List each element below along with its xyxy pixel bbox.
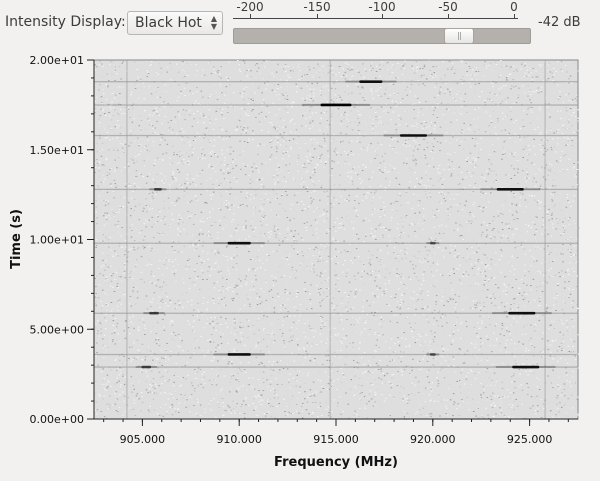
background-row-line — [94, 188, 578, 191]
signal-mark — [496, 188, 524, 191]
slider-scale-tick — [514, 14, 515, 19]
slider-tick-label: -200 — [236, 0, 264, 14]
x-tick-label: 910.000 — [216, 433, 262, 446]
y-tick-label: 1.50e+01 — [30, 144, 84, 157]
x-axis-title: Frequency (MHz) — [274, 455, 398, 470]
y-tick-label: 0.00e+00 — [30, 413, 84, 426]
background-column-line — [329, 60, 331, 419]
slider-scale-tick — [250, 14, 251, 19]
signal-mark — [141, 365, 152, 369]
signal-mark — [399, 134, 427, 137]
intensity-display-value: Black Hot — [135, 15, 202, 31]
slider-scale-tick — [382, 14, 383, 19]
signal-mark — [320, 103, 352, 107]
x-tick-label: 905.000 — [120, 433, 166, 446]
slider-scale-tick — [317, 14, 318, 19]
background-column-line — [126, 60, 128, 419]
background-row-line — [94, 81, 578, 83]
y-axis-title: Time (s) — [9, 209, 24, 269]
slider-scale-line — [233, 18, 518, 19]
signal-mark — [429, 353, 436, 356]
signal-mark — [149, 311, 159, 315]
background-column-line — [544, 60, 546, 419]
intensity-slider-handle[interactable] — [444, 28, 474, 44]
signal-mark — [154, 188, 162, 191]
intensity-display-label: Intensity Display: — [5, 14, 126, 30]
signal-mark — [512, 365, 540, 369]
plot-background[interactable] — [93, 59, 579, 420]
signal-mark — [227, 241, 251, 245]
slider-tick-label: -50 — [438, 0, 458, 14]
slider-tick-label: 0 — [510, 0, 518, 14]
slider-tick-label: -100 — [368, 0, 396, 14]
combo-updown-icon: ▲ ▼ — [210, 14, 217, 31]
y-tick-label: 1.00e+01 — [30, 234, 84, 247]
noise-layer — [94, 60, 580, 420]
axis-layer: 0.00e+00 5.00e+00 1.00e+01 1.50e+01 2.00e+01… — [30, 54, 578, 446]
signal-layer — [135, 80, 556, 369]
background-row-line — [94, 134, 578, 137]
x-tick-label: 915.000 — [313, 433, 359, 446]
background-row-line — [94, 242, 578, 244]
background-row-line — [94, 353, 578, 356]
signal-mark — [508, 311, 536, 315]
y-tick-label: 2.00e+01 — [30, 54, 84, 67]
background-row-line — [94, 366, 578, 368]
intensity-slider-track[interactable] — [233, 28, 531, 44]
x-tick-label: 925.000 — [507, 433, 553, 446]
x-tick-label: 920.000 — [410, 433, 456, 446]
grid-layer — [94, 60, 578, 419]
intensity-slider-area: -200 -150 -100 -50 0 — [228, 0, 538, 50]
slider-scale-tick — [448, 14, 449, 19]
y-tick-label: 5.00e+00 — [30, 323, 84, 336]
db-readout: -42 dB — [538, 15, 581, 30]
signal-mark — [429, 241, 436, 245]
signal-mark — [359, 80, 383, 83]
slider-tick-label: -150 — [303, 0, 331, 14]
signal-mark — [227, 353, 251, 356]
intensity-display-combo[interactable]: Black Hot ▲ ▼ — [127, 11, 223, 35]
background-row-line — [94, 312, 578, 314]
